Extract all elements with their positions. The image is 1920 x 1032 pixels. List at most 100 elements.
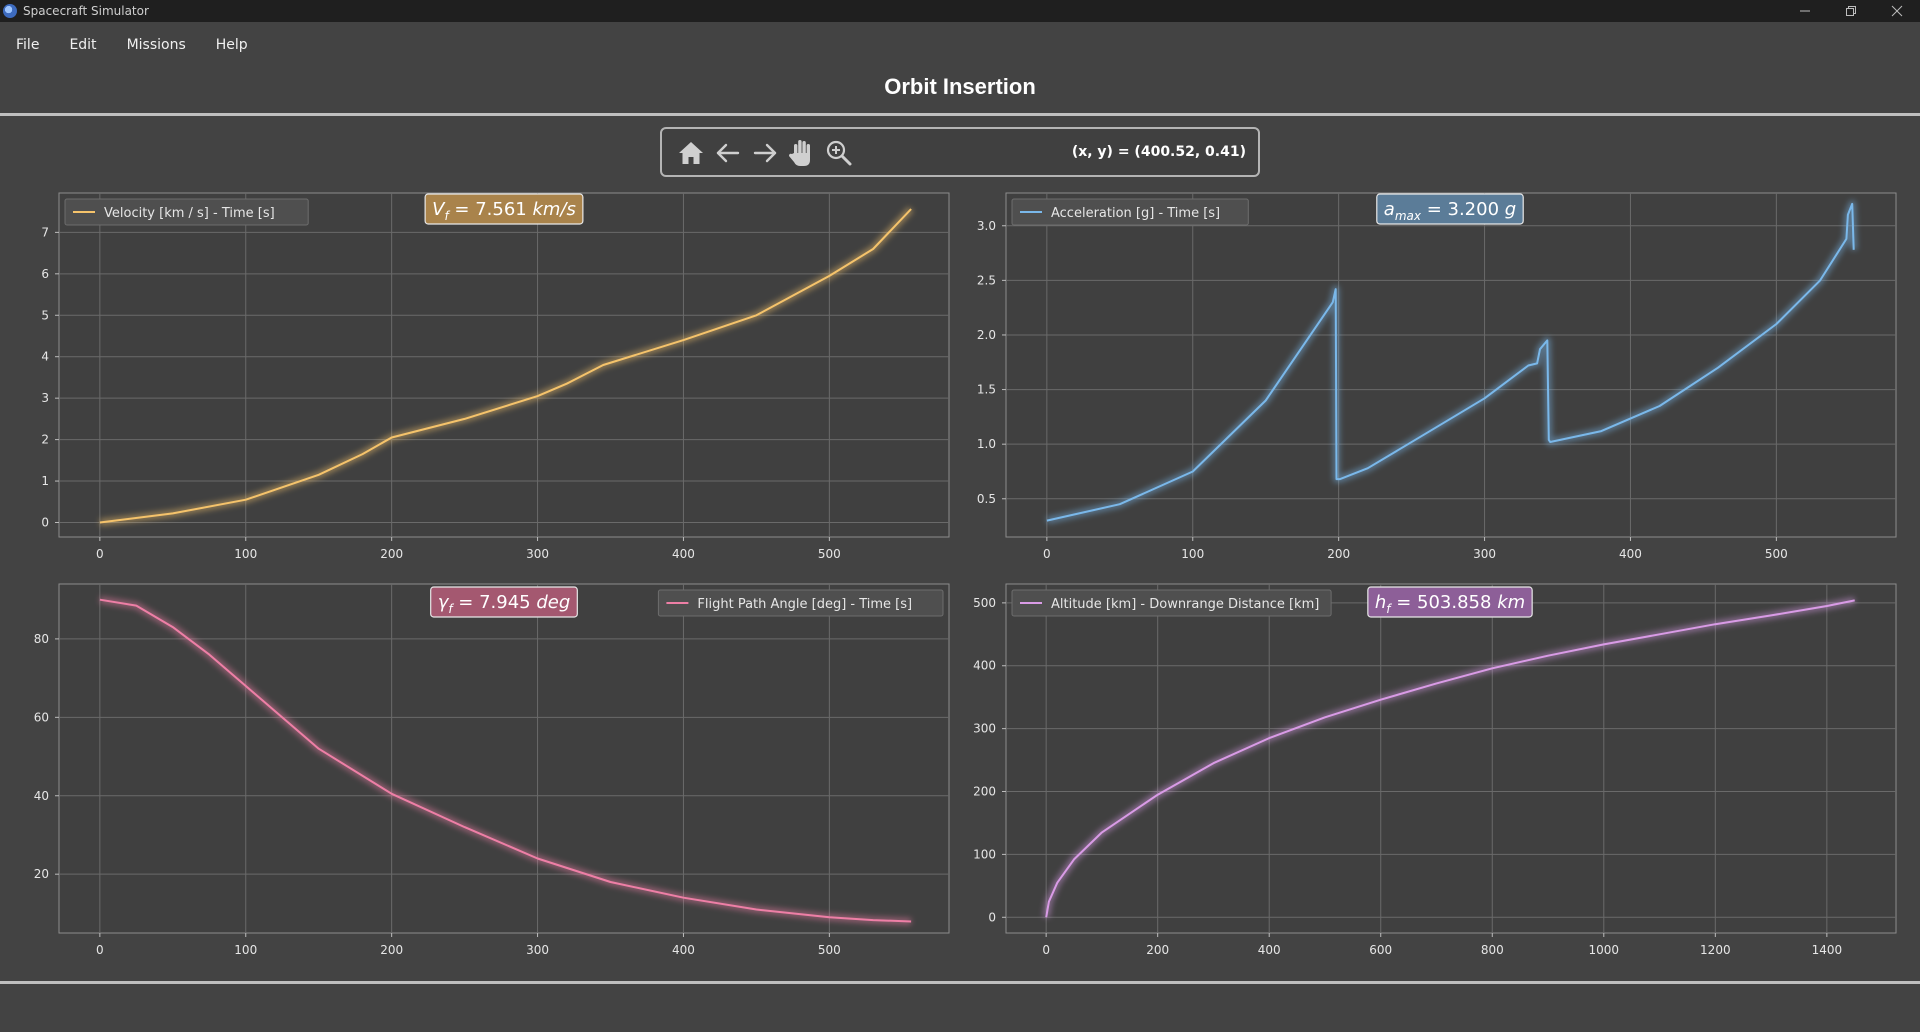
x-tick-label: 400: [672, 547, 695, 561]
y-tick-label: 20: [34, 867, 49, 881]
x-tick-label: 200: [380, 943, 403, 957]
y-tick-label: 80: [34, 632, 49, 646]
y-tick-label: 2.5: [977, 273, 996, 287]
menu-file[interactable]: File: [16, 37, 40, 53]
home-icon: [679, 142, 703, 164]
y-tick-label: 200: [973, 785, 996, 799]
velocity-chart[interactable]: 0 100 200 300 400 500 0 1 2 3 4 5 6 7 Velocity [km / s…: [0, 185, 960, 580]
forward-icon: [753, 143, 777, 163]
app-logo-icon: [3, 4, 17, 18]
series-line: [1045, 599, 1855, 918]
x-tick-label: 300: [526, 547, 549, 561]
x-tick-label: 1200: [1700, 943, 1731, 957]
y-tick-label: 5: [41, 308, 49, 322]
x-tick-label: 300: [526, 943, 549, 957]
menu-help[interactable]: Help: [215, 37, 248, 53]
close-icon: [1891, 5, 1903, 17]
zoom-button[interactable]: [824, 138, 854, 168]
legend-label: Acceleration [g] - Time [s]: [1051, 206, 1220, 221]
y-tick-label: 40: [34, 789, 49, 803]
cursor-coordinates: (x, y) = (400.52, 0.41): [1071, 144, 1246, 160]
x-tick-label: 400: [672, 943, 695, 957]
forward-button[interactable]: [750, 138, 780, 168]
final-value-annotation: γf = 7.945 deg: [430, 586, 578, 618]
x-tick-label: 300: [1473, 547, 1496, 561]
y-tick-label: 1.0: [977, 437, 996, 451]
x-tick-label: 100: [1181, 547, 1204, 561]
plot-area[interactable]: [1005, 192, 1897, 538]
back-icon: [716, 143, 740, 163]
plot-area[interactable]: [58, 192, 950, 538]
pan-hand-icon: [789, 140, 810, 166]
x-tick-label: 200: [380, 547, 403, 561]
x-tick-label: 600: [1369, 943, 1392, 957]
svg-text:Vf = 7.561 km/s: Vf = 7.561 km/s: [432, 199, 576, 223]
final-value-annotation: hf = 503.858 km: [1367, 586, 1533, 618]
restore-icon: [1846, 6, 1856, 16]
page-title: Orbit Insertion: [884, 74, 1036, 99]
series-line: [1046, 202, 1855, 522]
title-bar: Spacecraft Simulator: [0, 0, 1920, 22]
x-tick-label: 100: [234, 943, 257, 957]
x-tick-label: 500: [1765, 547, 1788, 561]
minimize-button[interactable]: [1782, 0, 1828, 22]
plot-toolbar: (x, y) = (400.52, 0.41): [660, 127, 1260, 177]
x-tick-label: 100: [234, 547, 257, 561]
menu-bar: File Edit Missions Help: [0, 22, 1920, 68]
window-controls: [1782, 0, 1920, 22]
y-tick-label: 3.0: [977, 219, 996, 233]
y-tick-label: 400: [973, 659, 996, 673]
x-tick-label: 0: [1043, 547, 1051, 561]
x-tick-label: 500: [818, 943, 841, 957]
y-tick-label: 2: [41, 433, 49, 447]
y-tick-label: 7: [41, 225, 49, 239]
zoom-icon: [826, 140, 852, 166]
bottom-divider: [0, 981, 1920, 984]
y-tick-label: 60: [34, 710, 49, 724]
plot-area[interactable]: [1005, 583, 1897, 934]
y-tick-label: 4: [41, 350, 49, 364]
series-line: [99, 598, 912, 923]
x-tick-label: 200: [1146, 943, 1169, 957]
x-tick-label: 1400: [1812, 943, 1843, 957]
y-tick-label: 1: [41, 474, 49, 488]
altitude-chart[interactable]: 0 200 400 600 800 1000 1200 1400 0 100 200 300 400 50…: [960, 580, 1920, 970]
y-tick-label: 0.5: [977, 492, 996, 506]
svg-text:hf = 503.858 km: hf = 503.858 km: [1375, 592, 1525, 616]
home-button[interactable]: [676, 138, 706, 168]
acceleration-chart[interactable]: 0 100 200 300 400 500 0.5 1.0 1.5 2.0 2.5 3.0 Accele…: [960, 185, 1920, 580]
x-tick-label: 400: [1619, 547, 1642, 561]
y-tick-label: 500: [973, 596, 996, 610]
x-tick-label: 0: [96, 943, 104, 957]
y-tick-label: 1.5: [977, 383, 996, 397]
y-tick-label: 3: [41, 391, 49, 405]
legend-label: Flight Path Angle [deg] - Time [s]: [697, 597, 912, 612]
legend: Velocity [km / s] - Time [s]: [64, 198, 309, 226]
legend-label: Velocity [km / s] - Time [s]: [104, 206, 275, 221]
window-title: Spacecraft Simulator: [23, 4, 149, 18]
y-tick-label: 2.0: [977, 328, 996, 342]
x-tick-label: 0: [96, 547, 104, 561]
series-line: [99, 208, 912, 524]
svg-text:amax = 3.200 g: amax = 3.200 g: [1384, 199, 1516, 223]
back-button[interactable]: [713, 138, 743, 168]
x-tick-label: 0: [1042, 943, 1050, 957]
top-divider: [0, 113, 1920, 116]
y-tick-label: 0: [41, 515, 49, 529]
pan-button[interactable]: [787, 138, 817, 168]
y-tick-label: 100: [973, 847, 996, 861]
plot-area[interactable]: [58, 583, 950, 934]
flight-path-angle-chart[interactable]: 0 100 200 300 400 500 20 40 60 80 Flight Path Angl…: [0, 580, 960, 970]
legend: Flight Path Angle [deg] - Time [s]: [657, 589, 944, 617]
final-value-annotation: amax = 3.200 g: [1376, 193, 1524, 225]
restore-button[interactable]: [1828, 0, 1874, 22]
y-tick-label: 300: [973, 722, 996, 736]
x-tick-label: 400: [1258, 943, 1281, 957]
legend: Altitude [km] - Downrange Distance [km]: [1011, 589, 1332, 617]
close-button[interactable]: [1874, 0, 1920, 22]
x-tick-label: 1000: [1589, 943, 1620, 957]
x-tick-label: 200: [1327, 547, 1350, 561]
legend: Acceleration [g] - Time [s]: [1011, 198, 1249, 226]
menu-edit[interactable]: Edit: [69, 37, 97, 53]
menu-missions[interactable]: Missions: [126, 37, 186, 53]
